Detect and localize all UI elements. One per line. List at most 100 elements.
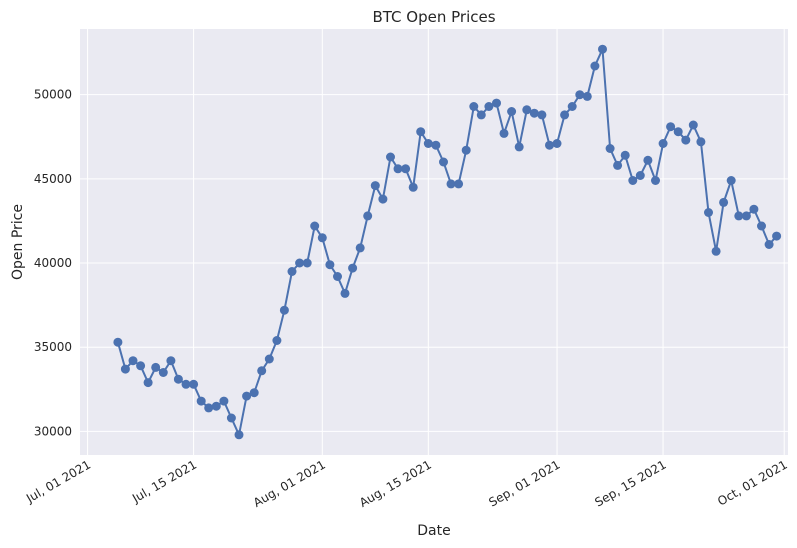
data-point — [605, 144, 615, 153]
data-point — [196, 396, 206, 406]
data-point — [249, 388, 259, 398]
data-point — [355, 243, 365, 253]
data-point — [719, 197, 729, 207]
data-point — [423, 139, 433, 148]
data-point — [529, 108, 539, 118]
data-point — [666, 122, 676, 132]
y-axis-label: Open Price — [10, 204, 26, 280]
data-point — [628, 176, 638, 185]
x-tick-label: Oct, 01 2021 — [715, 457, 790, 508]
data-point — [461, 145, 471, 155]
series-line — [116, 48, 778, 439]
data-point — [446, 179, 456, 189]
data-point — [257, 366, 267, 376]
data-point — [681, 135, 691, 145]
data-point — [333, 272, 342, 281]
data-point — [226, 413, 236, 423]
data-point — [113, 337, 123, 347]
data-point — [181, 379, 191, 389]
data-point — [734, 211, 744, 221]
data-point — [772, 231, 782, 241]
data-point — [469, 102, 479, 111]
data-point — [620, 150, 630, 160]
data-point — [211, 401, 221, 411]
data-point — [476, 110, 486, 120]
data-point — [696, 137, 706, 147]
data-point — [173, 374, 183, 384]
data-point — [325, 260, 335, 270]
data-point — [590, 61, 600, 71]
data-point — [416, 127, 426, 137]
plot-background — [80, 29, 788, 455]
data-point — [234, 430, 244, 440]
data-point — [401, 164, 411, 174]
data-point — [749, 204, 759, 214]
x-axis-label: Date — [417, 523, 450, 539]
data-point — [499, 128, 509, 138]
data-point — [189, 379, 199, 389]
data-point — [651, 176, 660, 185]
data-point — [370, 181, 380, 191]
data-point — [704, 208, 713, 217]
data-point — [688, 120, 698, 130]
data-point — [635, 171, 645, 180]
data-point — [757, 221, 766, 231]
data-point — [393, 164, 403, 174]
data-point — [575, 90, 585, 100]
data-point — [545, 140, 554, 150]
data-point — [658, 139, 668, 148]
x-tick-label: Jul, 01 2021 — [23, 457, 93, 505]
data-point — [363, 211, 373, 221]
data-point — [386, 152, 395, 162]
data-point — [711, 246, 721, 256]
data-point — [537, 110, 547, 120]
data-point — [279, 305, 289, 315]
data-point — [552, 139, 562, 148]
data-point — [378, 194, 388, 204]
y-tick-label: 30000 — [34, 424, 72, 438]
y-tick-label: 35000 — [34, 340, 72, 354]
x-tick-label: Aug, 01 2021 — [251, 457, 328, 509]
data-point — [151, 362, 161, 372]
data-point — [431, 140, 441, 150]
data-point — [340, 288, 350, 298]
y-tick-label: 45000 — [34, 172, 72, 186]
data-point — [219, 396, 229, 406]
x-tick-label: Sep, 01 2021 — [486, 457, 562, 509]
data-point — [295, 258, 305, 268]
data-point — [726, 176, 736, 185]
data-point — [158, 368, 168, 377]
data-point — [454, 179, 464, 189]
data-point — [408, 182, 418, 192]
data-point — [204, 403, 214, 413]
data-point — [166, 356, 176, 366]
data-point — [567, 102, 577, 111]
grid-lines — [80, 29, 788, 455]
data-point — [143, 378, 153, 388]
data-point — [514, 142, 524, 152]
data-point — [136, 361, 146, 371]
y-tick-label: 50000 — [34, 88, 72, 102]
chart-title: BTC Open Prices — [372, 8, 495, 26]
data-points — [113, 44, 782, 440]
data-point — [120, 364, 130, 374]
data-point — [673, 127, 683, 137]
data-point — [317, 233, 327, 243]
x-tick-label: Jul, 15 2021 — [129, 457, 199, 505]
data-point — [598, 44, 607, 54]
data-point — [492, 98, 501, 108]
data-point — [613, 160, 623, 170]
data-point — [128, 356, 138, 366]
data-point — [272, 336, 282, 345]
data-point — [439, 157, 448, 167]
data-point — [348, 263, 358, 273]
data-point — [242, 391, 252, 401]
data-point — [302, 258, 312, 268]
data-point — [522, 105, 532, 115]
data-point — [741, 211, 751, 221]
data-point — [484, 102, 494, 111]
data-point — [264, 354, 274, 364]
data-point — [287, 267, 297, 276]
data-point — [560, 110, 570, 120]
